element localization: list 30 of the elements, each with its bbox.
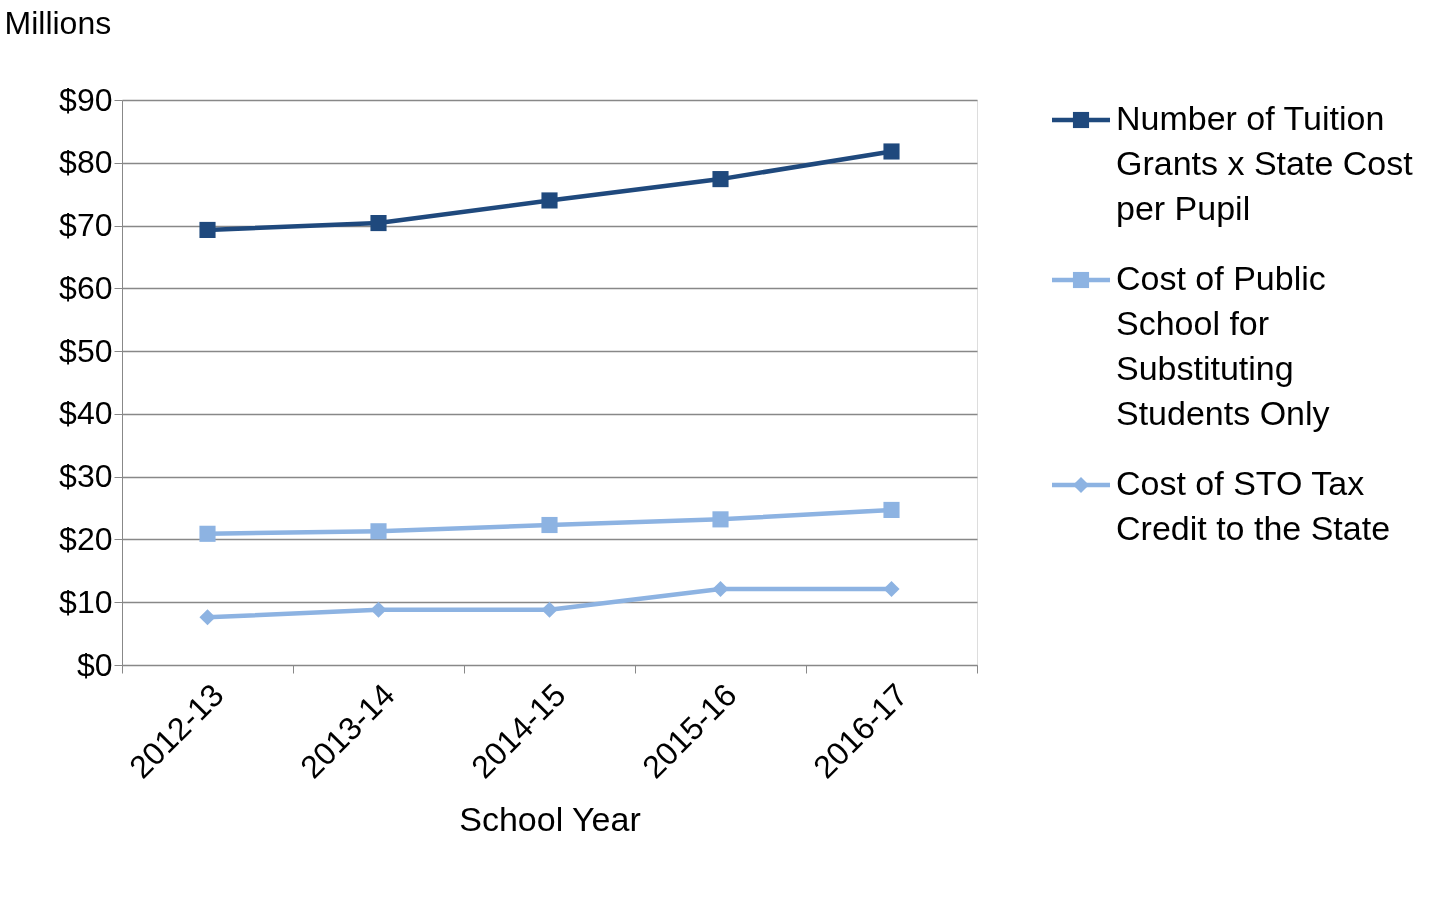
point bbox=[541, 516, 558, 534]
point bbox=[712, 511, 729, 528]
y-tick-label: $10 bbox=[59, 583, 113, 620]
legend-label: Cost of STO Tax Credit to the State bbox=[1116, 464, 1391, 547]
point bbox=[199, 525, 216, 542]
y-tick-label: $70 bbox=[59, 207, 113, 244]
y-tick-label: $20 bbox=[59, 520, 113, 557]
x-axis-title: School Year bbox=[459, 800, 641, 839]
point bbox=[199, 221, 216, 239]
y-tick-label: $80 bbox=[59, 144, 113, 181]
point bbox=[712, 580, 729, 598]
y-tick-label: $0 bbox=[76, 646, 113, 683]
y-tick-label: $50 bbox=[59, 332, 113, 369]
point bbox=[541, 192, 558, 209]
point bbox=[883, 143, 900, 160]
y-tick-label: $60 bbox=[59, 269, 113, 306]
legend-label: Cost of Public School for Substituting Students Only bbox=[1116, 259, 1330, 432]
y-axis-title: Millions bbox=[4, 4, 112, 41]
point bbox=[883, 580, 900, 598]
point bbox=[712, 171, 729, 188]
point bbox=[541, 601, 558, 618]
point bbox=[370, 601, 387, 618]
point bbox=[370, 214, 387, 232]
legend-label: Number of Tuition Grants x State Cost per Pupil bbox=[1116, 99, 1414, 227]
y-tick-label: $40 bbox=[59, 395, 113, 432]
y-tick-label: $30 bbox=[59, 458, 113, 495]
y-tick-label: $90 bbox=[59, 81, 113, 118]
point bbox=[370, 523, 387, 540]
point bbox=[199, 609, 216, 626]
point bbox=[883, 501, 900, 518]
